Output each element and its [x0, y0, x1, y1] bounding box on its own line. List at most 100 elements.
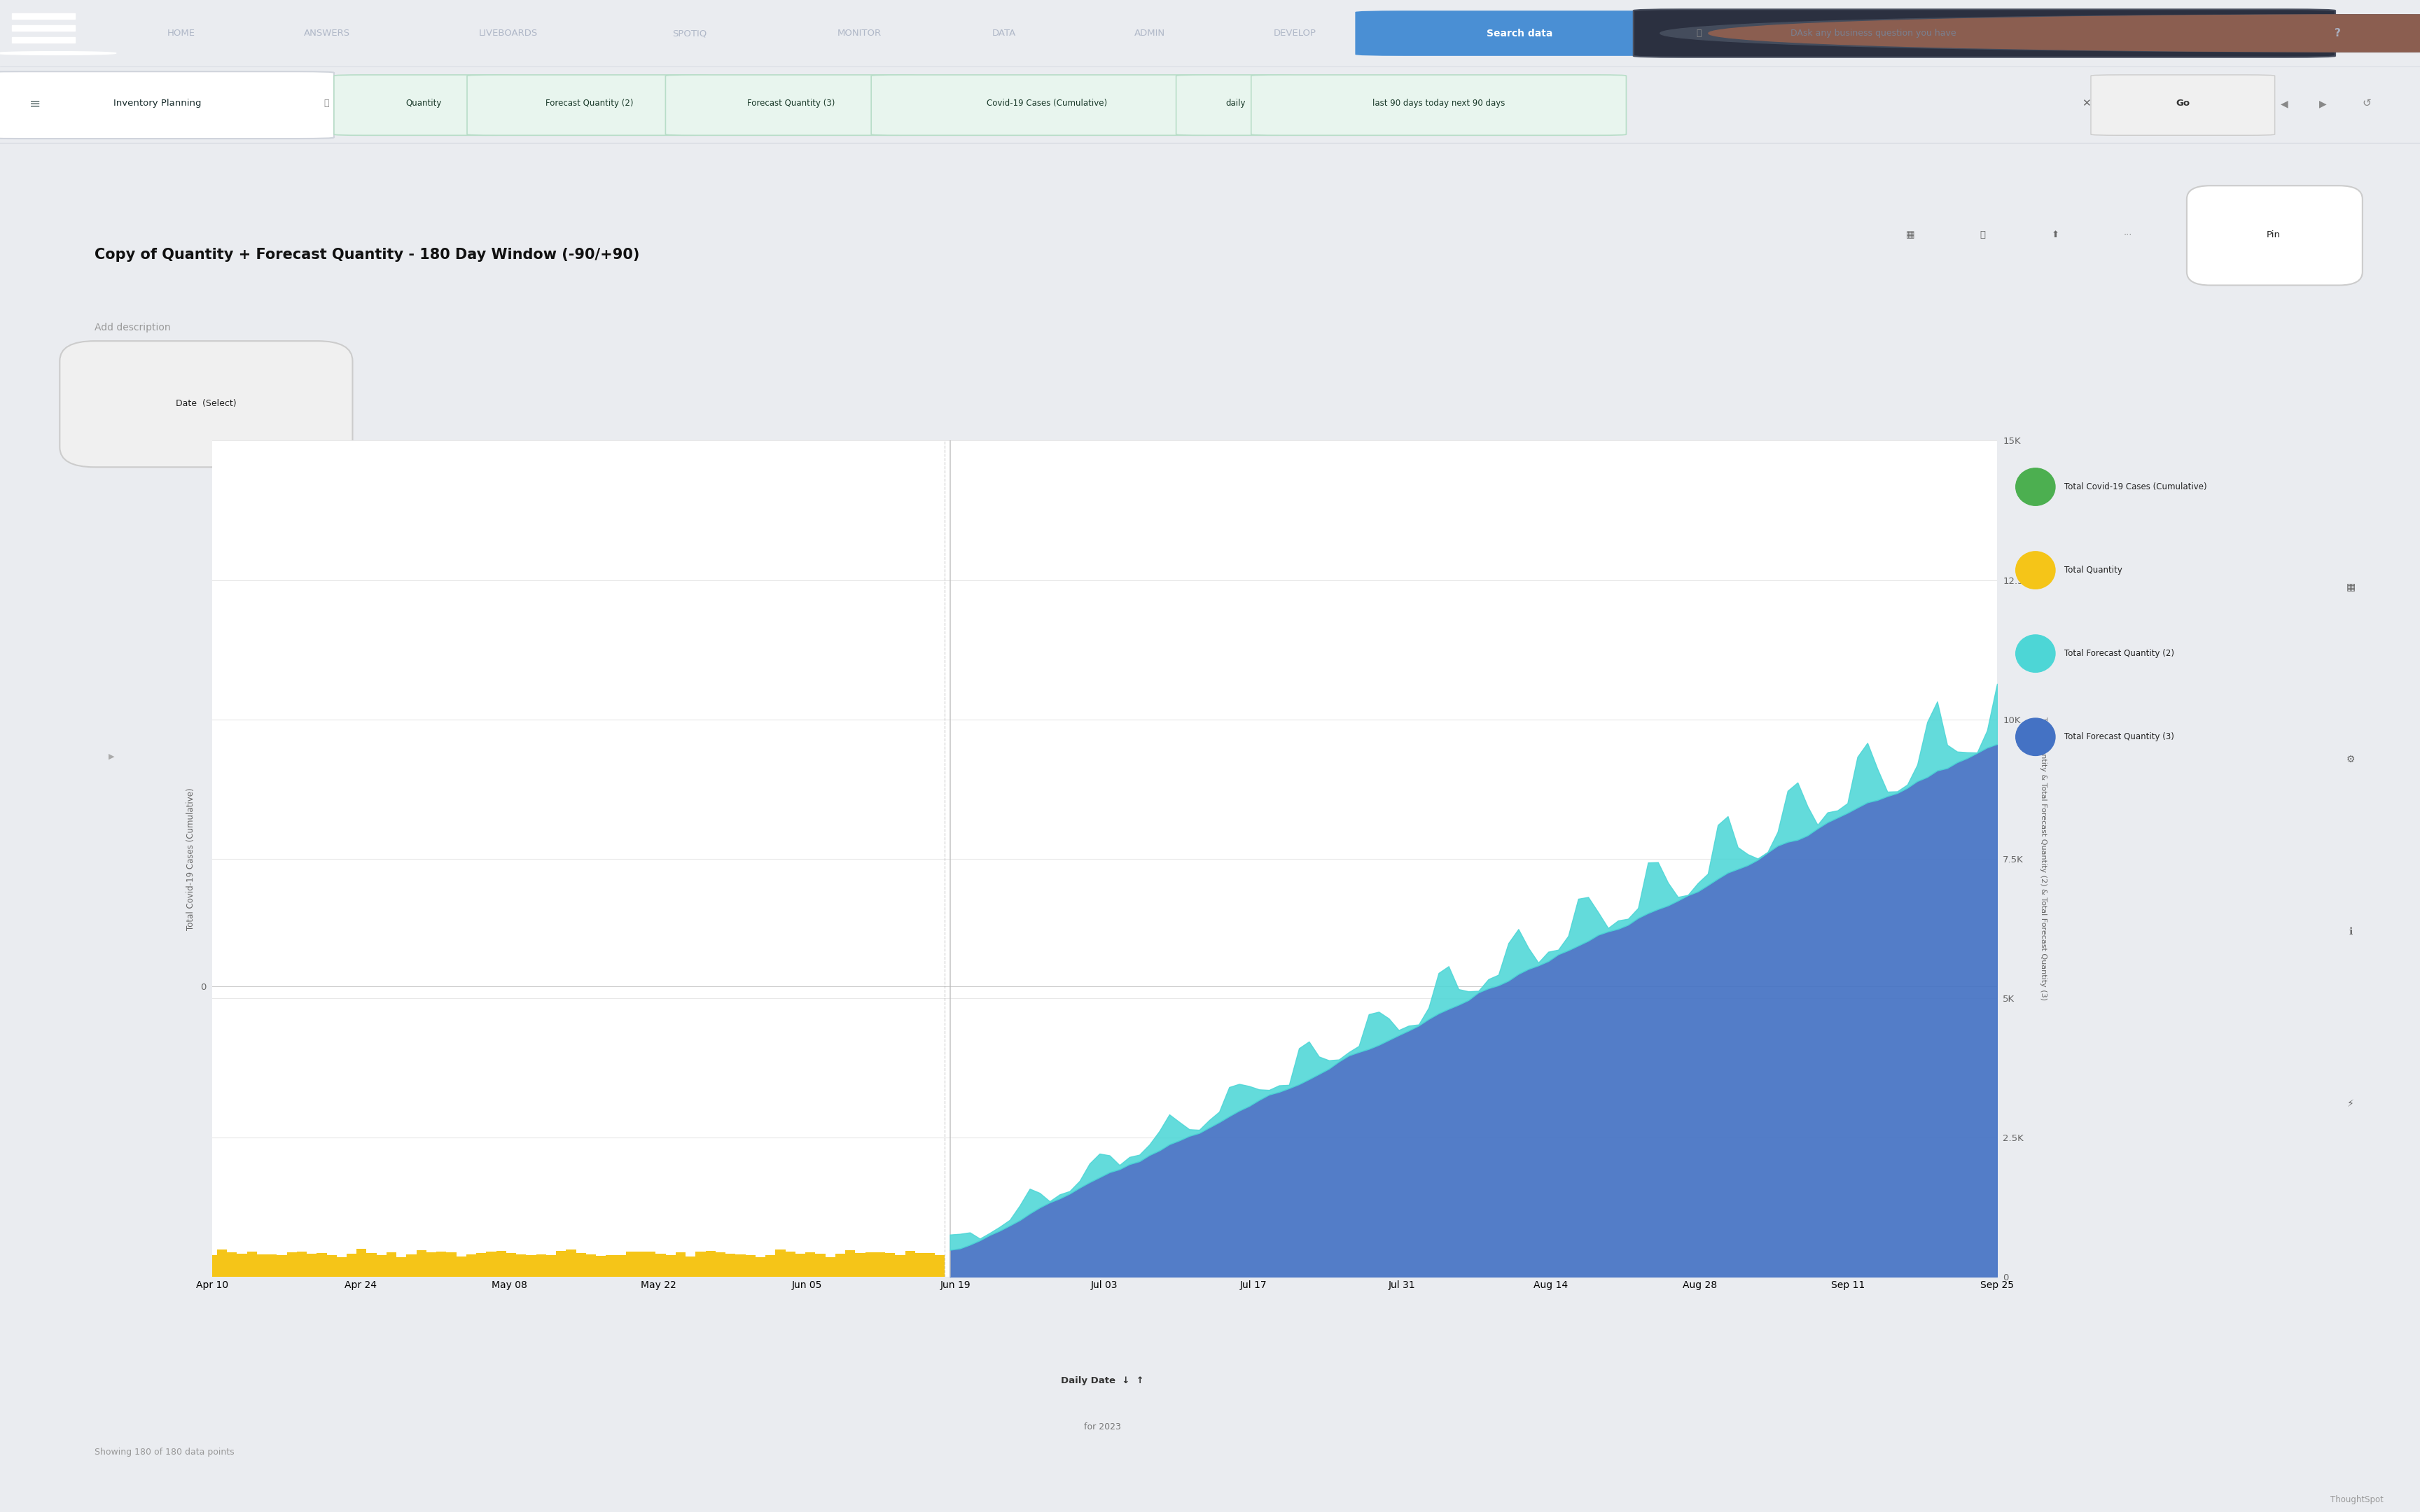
- Text: ···: ···: [2125, 230, 2132, 239]
- Bar: [276, 1255, 288, 1278]
- Y-axis label: Total Quantity & Total Forecast Quantity (2) & Total Forecast Quantity (3): Total Quantity & Total Forecast Quantity…: [2040, 717, 2047, 1001]
- Y-axis label: Total Covid-19 Cases (Cumulative): Total Covid-19 Cases (Cumulative): [186, 788, 196, 930]
- FancyBboxPatch shape: [1176, 76, 1295, 135]
- Text: MONITOR: MONITOR: [837, 29, 881, 38]
- Text: LIVEBOARDS: LIVEBOARDS: [479, 29, 537, 38]
- Bar: [675, 1252, 685, 1278]
- Bar: [12, 26, 75, 30]
- Text: ▦: ▦: [1907, 230, 1914, 239]
- Bar: [457, 1256, 467, 1278]
- Text: Go: Go: [2176, 98, 2190, 107]
- Bar: [237, 1253, 247, 1278]
- Text: Covid-19 Cases (Cumulative): Covid-19 Cases (Cumulative): [987, 98, 1106, 107]
- Circle shape: [2016, 635, 2055, 673]
- Bar: [745, 1255, 755, 1278]
- Bar: [307, 1253, 317, 1278]
- Bar: [486, 1252, 496, 1278]
- Bar: [854, 1253, 866, 1278]
- Text: Pin: Pin: [2268, 230, 2280, 239]
- Text: ?: ?: [2335, 29, 2340, 38]
- Bar: [895, 1255, 905, 1278]
- Bar: [636, 1252, 646, 1278]
- Text: Inventory Planning: Inventory Planning: [114, 98, 201, 107]
- Text: Search data: Search data: [1486, 29, 1554, 38]
- Bar: [317, 1253, 327, 1278]
- Bar: [924, 1253, 934, 1278]
- Bar: [227, 1252, 237, 1278]
- Text: ▶: ▶: [109, 753, 114, 759]
- Text: Total Covid-19 Cases (Cumulative): Total Covid-19 Cases (Cumulative): [2064, 482, 2207, 491]
- Text: Copy of Quantity + Forecast Quantity - 180 Day Window (-90/+90): Copy of Quantity + Forecast Quantity - 1…: [94, 248, 639, 262]
- Text: Quantity: Quantity: [407, 98, 440, 107]
- Bar: [576, 1253, 586, 1278]
- FancyBboxPatch shape: [2091, 76, 2275, 135]
- Bar: [266, 1255, 276, 1278]
- Bar: [477, 1253, 486, 1278]
- Bar: [615, 1255, 627, 1278]
- Text: 🔧: 🔧: [1980, 230, 1987, 239]
- Text: HOME: HOME: [167, 29, 196, 38]
- Bar: [866, 1252, 876, 1278]
- Bar: [557, 1250, 566, 1278]
- Bar: [12, 38, 75, 42]
- Text: Forecast Quantity (2): Forecast Quantity (2): [544, 98, 634, 107]
- Bar: [845, 1250, 854, 1278]
- Bar: [586, 1255, 595, 1278]
- Bar: [695, 1252, 707, 1278]
- Text: Total Quantity: Total Quantity: [2064, 565, 2122, 575]
- Bar: [515, 1255, 525, 1278]
- Bar: [397, 1258, 407, 1278]
- Text: ANSWERS: ANSWERS: [302, 29, 351, 38]
- Bar: [825, 1256, 835, 1278]
- FancyBboxPatch shape: [666, 76, 917, 135]
- Bar: [346, 1253, 356, 1278]
- Bar: [716, 1252, 726, 1278]
- Bar: [525, 1255, 537, 1278]
- FancyBboxPatch shape: [1251, 76, 1626, 135]
- FancyBboxPatch shape: [334, 76, 513, 135]
- Text: DAsk any business question you have: DAsk any business question you have: [1791, 29, 1955, 38]
- Bar: [656, 1253, 666, 1278]
- Bar: [467, 1255, 477, 1278]
- Text: ⬆: ⬆: [2052, 230, 2059, 239]
- Bar: [816, 1253, 825, 1278]
- Bar: [646, 1252, 656, 1278]
- Text: ℹ: ℹ: [2350, 927, 2352, 936]
- Text: 🔍: 🔍: [324, 98, 329, 107]
- Bar: [547, 1255, 557, 1278]
- FancyBboxPatch shape: [61, 342, 353, 467]
- Bar: [934, 1255, 944, 1278]
- Bar: [796, 1253, 806, 1278]
- Bar: [12, 14, 75, 18]
- Text: Add description: Add description: [94, 324, 172, 333]
- Bar: [365, 1253, 378, 1278]
- Bar: [707, 1252, 716, 1278]
- Bar: [905, 1250, 915, 1278]
- Bar: [327, 1255, 336, 1278]
- FancyBboxPatch shape: [467, 76, 711, 135]
- Bar: [915, 1253, 924, 1278]
- Bar: [726, 1253, 736, 1278]
- Bar: [247, 1252, 257, 1278]
- Bar: [886, 1252, 895, 1278]
- Bar: [416, 1250, 426, 1278]
- Bar: [566, 1249, 576, 1278]
- Circle shape: [0, 51, 116, 54]
- Text: daily: daily: [1225, 98, 1246, 107]
- Bar: [356, 1249, 365, 1278]
- Bar: [736, 1255, 745, 1278]
- Text: ↺: ↺: [2362, 98, 2372, 109]
- Text: ▶: ▶: [2318, 98, 2328, 109]
- Bar: [496, 1250, 506, 1278]
- Bar: [298, 1252, 307, 1278]
- FancyBboxPatch shape: [1355, 11, 1684, 56]
- Bar: [445, 1252, 457, 1278]
- Bar: [595, 1256, 605, 1278]
- Text: Total Forecast Quantity (3): Total Forecast Quantity (3): [2064, 732, 2173, 741]
- Bar: [407, 1253, 416, 1278]
- Text: ◀: ◀: [2280, 98, 2289, 109]
- FancyBboxPatch shape: [0, 71, 334, 139]
- Circle shape: [1660, 15, 2420, 51]
- Bar: [378, 1255, 387, 1278]
- Text: for 2023: for 2023: [1084, 1423, 1120, 1432]
